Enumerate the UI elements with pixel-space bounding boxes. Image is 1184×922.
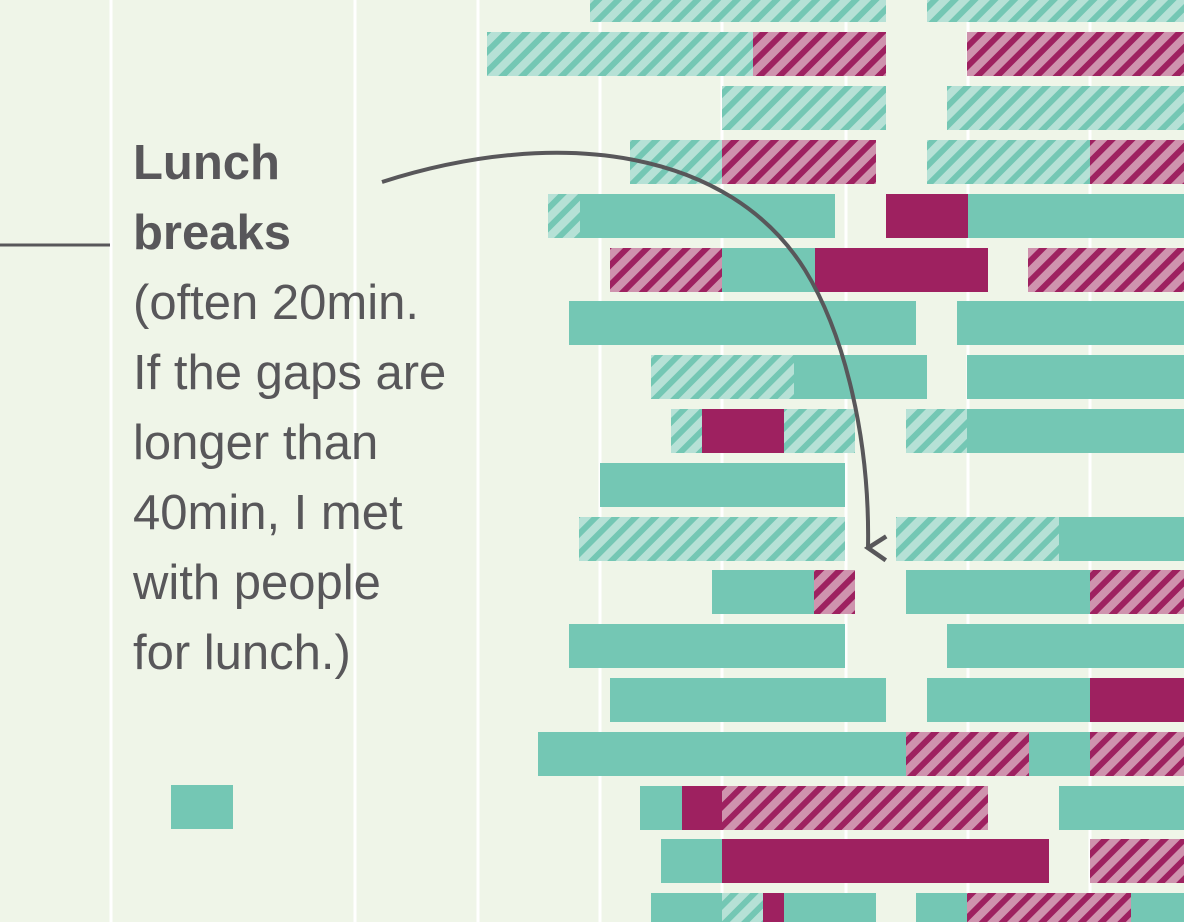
- schedule-bar: [916, 893, 967, 922]
- schedule-bar: [927, 678, 1090, 722]
- schedule-bar: [548, 194, 580, 238]
- schedule-bar: [906, 570, 1090, 614]
- schedule-bar: [722, 839, 1049, 883]
- schedule-bar: [968, 194, 1184, 238]
- schedule-bar: [927, 0, 1184, 22]
- schedule-bar: [712, 570, 814, 614]
- legend-swatch-teal: [171, 785, 233, 829]
- schedule-bar: [722, 86, 886, 130]
- schedule-bar: [1090, 570, 1184, 614]
- schedule-bar: [722, 786, 988, 830]
- schedule-bar: [763, 893, 784, 922]
- schedule-bar: [487, 32, 753, 76]
- schedule-bar: [1090, 140, 1184, 184]
- schedule-bar: [569, 624, 845, 668]
- schedule-bar: [682, 786, 722, 830]
- schedule-bar: [722, 140, 763, 184]
- schedule-bar: [610, 678, 886, 722]
- schedule-bar: [1059, 786, 1184, 830]
- schedule-bar: [651, 893, 722, 922]
- schedule-bar: [815, 248, 988, 292]
- annotation-title: Lunch breaks: [133, 136, 292, 260]
- schedule-bar: [1090, 732, 1184, 776]
- schedule-bar: [580, 194, 835, 238]
- schedule-bar: [906, 409, 967, 453]
- schedule-bar: [538, 732, 906, 776]
- schedule-bar: [896, 517, 1059, 561]
- schedule-bar: [906, 732, 1029, 776]
- schedule-bar: [967, 32, 1184, 76]
- schedule-bar: [927, 140, 1090, 184]
- schedule-bar: [1090, 678, 1184, 722]
- schedule-bar: [1059, 517, 1184, 561]
- schedule-bar: [640, 786, 682, 830]
- schedule-bar: [590, 0, 886, 22]
- annotation-body: (often 20min. If the gaps are longer tha…: [133, 276, 447, 680]
- schedule-bar: [610, 248, 722, 292]
- schedule-bar: [1131, 893, 1184, 922]
- schedule-bar: [600, 463, 845, 507]
- schedule-bar: [794, 355, 927, 399]
- schedule-bar: [947, 86, 1184, 130]
- schedule-bar: [784, 893, 876, 922]
- schedule-bar: [671, 409, 702, 453]
- annotation-arrow: [381, 150, 888, 563]
- schedule-bar: [753, 32, 886, 76]
- schedule-bar: [702, 409, 784, 453]
- bars: [487, 0, 1184, 922]
- schedule-bar: [722, 893, 763, 922]
- schedule-bar: [1029, 732, 1090, 776]
- schedule-bar: [947, 624, 1184, 668]
- schedule-bar: [661, 839, 722, 883]
- schedule-bar: [814, 570, 855, 614]
- schedule-bar: [886, 194, 968, 238]
- schedule-bar: [957, 301, 1184, 345]
- schedule-bar: [579, 517, 845, 561]
- schedule-bar: [784, 409, 855, 453]
- schedule-bar: [722, 248, 815, 292]
- schedule-bar: [967, 355, 1184, 399]
- schedule-bar: [763, 140, 876, 184]
- schedule-bar: [1028, 248, 1184, 292]
- schedule-bar: [967, 409, 1184, 453]
- schedule-bar: [1090, 839, 1184, 883]
- schedule-bar: [967, 893, 1131, 922]
- schedule-bar: [651, 355, 794, 399]
- schedule-bar: [569, 301, 916, 345]
- lunch-annotation: Lunch breaks (often 20min. If the gaps a…: [133, 128, 513, 688]
